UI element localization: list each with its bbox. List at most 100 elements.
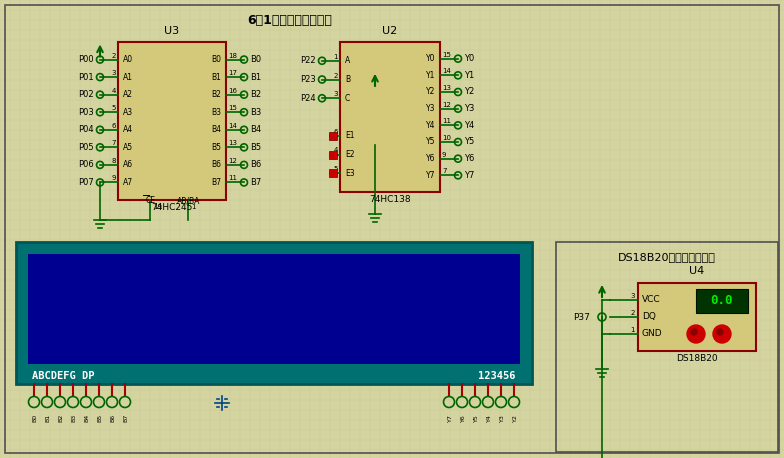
- Text: 2: 2: [111, 53, 116, 59]
- Text: B7: B7: [124, 414, 129, 422]
- Text: 11: 11: [442, 118, 451, 124]
- Text: Y1: Y1: [426, 71, 435, 80]
- Text: 1: 1: [191, 204, 196, 210]
- Text: B2: B2: [211, 90, 221, 99]
- Text: GND: GND: [642, 329, 662, 338]
- Text: 1: 1: [333, 54, 338, 60]
- Bar: [696, 289, 748, 313]
- Text: P01: P01: [78, 73, 94, 82]
- Text: Y0: Y0: [426, 54, 435, 63]
- Text: B2: B2: [250, 90, 261, 99]
- Text: 12: 12: [228, 158, 237, 164]
- Text: Y1: Y1: [464, 71, 474, 80]
- Text: 3: 3: [333, 91, 338, 97]
- Text: B6: B6: [250, 160, 261, 169]
- Text: AB/BA: AB/BA: [176, 196, 200, 205]
- Text: Y5: Y5: [426, 137, 435, 147]
- Text: DS18B20: DS18B20: [676, 354, 718, 363]
- Bar: [16, 242, 532, 384]
- Text: 0.0: 0.0: [711, 294, 733, 307]
- Text: U3: U3: [165, 26, 180, 36]
- Text: Y2: Y2: [426, 87, 435, 97]
- Text: B: B: [345, 75, 350, 84]
- Text: B5: B5: [211, 143, 221, 152]
- Text: B6: B6: [211, 160, 221, 169]
- Text: P07: P07: [78, 178, 94, 187]
- Text: P03: P03: [78, 108, 94, 117]
- Text: 4: 4: [111, 87, 116, 94]
- Text: B0: B0: [250, 55, 261, 64]
- Bar: [638, 283, 756, 351]
- Circle shape: [691, 329, 697, 335]
- Text: B1: B1: [250, 73, 261, 82]
- Text: Y2: Y2: [513, 414, 517, 422]
- Text: DQ: DQ: [642, 312, 656, 322]
- Text: B3: B3: [250, 108, 261, 117]
- Text: 3: 3: [630, 293, 635, 299]
- Text: B2: B2: [59, 414, 64, 422]
- Bar: [329, 169, 337, 177]
- Text: 74HC138: 74HC138: [369, 195, 411, 204]
- Text: 9: 9: [111, 175, 116, 181]
- Text: P22: P22: [300, 56, 316, 65]
- Text: 19: 19: [154, 204, 162, 210]
- Text: 6: 6: [111, 123, 116, 129]
- Text: A0: A0: [123, 55, 133, 64]
- Text: Y4: Y4: [464, 121, 474, 130]
- Text: Y6: Y6: [464, 154, 474, 163]
- Text: P37: P37: [573, 312, 590, 322]
- Text: 74HC245: 74HC245: [151, 203, 193, 212]
- Text: B7: B7: [250, 178, 261, 187]
- Text: Y5: Y5: [474, 414, 478, 422]
- Text: 14: 14: [228, 123, 237, 129]
- Text: P06: P06: [78, 160, 94, 169]
- Text: P02: P02: [78, 90, 94, 99]
- Text: 18: 18: [228, 53, 237, 59]
- Text: 2: 2: [334, 72, 338, 78]
- Bar: [118, 42, 226, 200]
- Text: B4: B4: [211, 125, 221, 134]
- Text: A7: A7: [123, 178, 133, 187]
- Text: Y5: Y5: [464, 137, 474, 147]
- Text: A1: A1: [123, 73, 133, 82]
- Text: Y0: Y0: [464, 54, 474, 63]
- Text: A: A: [345, 56, 350, 65]
- Text: B6: B6: [111, 414, 115, 422]
- Text: 6合1共阴极数码管模块: 6合1共阴极数码管模块: [248, 14, 332, 27]
- Text: 6: 6: [333, 129, 338, 135]
- Circle shape: [717, 329, 723, 335]
- Text: P23: P23: [300, 75, 316, 84]
- Text: Y3: Y3: [426, 104, 435, 113]
- Text: 12: 12: [442, 102, 451, 108]
- Bar: [340, 42, 440, 192]
- Text: A3: A3: [123, 108, 133, 117]
- Text: B4: B4: [85, 414, 89, 422]
- Text: E1: E1: [345, 131, 354, 140]
- Text: 3: 3: [111, 70, 116, 76]
- Text: E2: E2: [345, 150, 354, 159]
- Text: Y3: Y3: [499, 414, 504, 422]
- Bar: [28, 254, 520, 364]
- Text: Y4: Y4: [487, 414, 492, 422]
- Bar: [556, 242, 778, 452]
- Text: VCC: VCC: [642, 295, 661, 305]
- Text: B1: B1: [211, 73, 221, 82]
- Text: P04: P04: [78, 125, 94, 134]
- Text: 14: 14: [442, 68, 451, 74]
- Text: CE: CE: [145, 196, 155, 205]
- Text: U4: U4: [689, 266, 705, 276]
- Text: 16: 16: [228, 87, 237, 94]
- Text: A5: A5: [123, 143, 133, 152]
- Text: P05: P05: [78, 143, 94, 152]
- Text: B3: B3: [211, 108, 221, 117]
- Text: 2: 2: [630, 310, 635, 316]
- Text: 13: 13: [442, 85, 451, 91]
- Text: 4: 4: [334, 147, 338, 153]
- Text: P24: P24: [300, 94, 316, 103]
- Text: Y7: Y7: [464, 171, 474, 180]
- Text: B5: B5: [250, 143, 261, 152]
- Text: 5: 5: [111, 105, 116, 111]
- Text: B4: B4: [250, 125, 261, 134]
- Text: 10: 10: [442, 135, 451, 141]
- Text: DS18B20温度传感器模块: DS18B20温度传感器模块: [618, 252, 716, 262]
